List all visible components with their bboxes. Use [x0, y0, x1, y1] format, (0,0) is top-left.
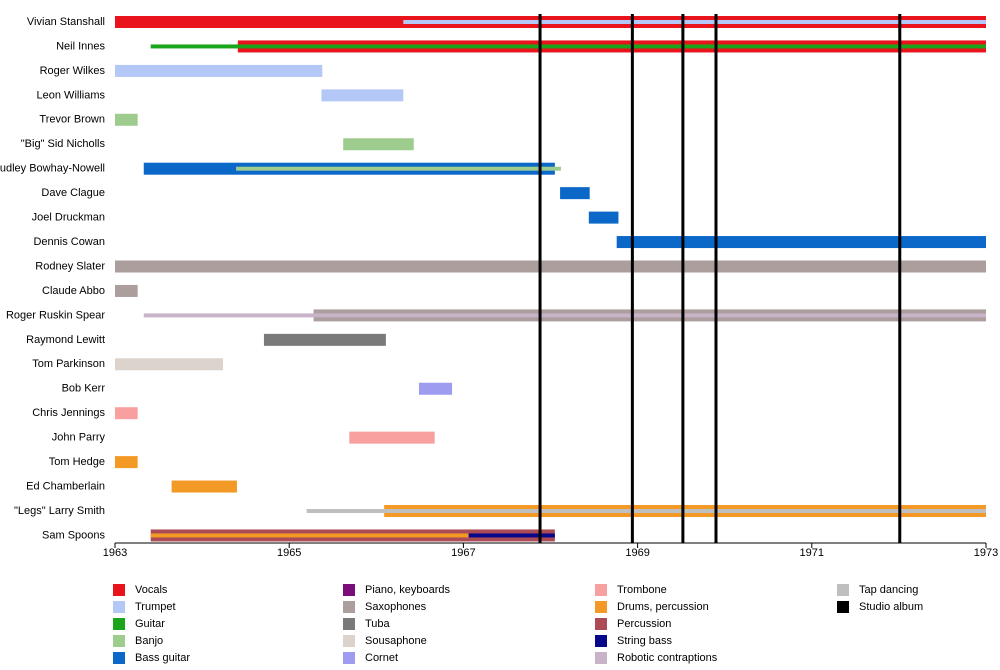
member-label: Tom Hedge: [49, 456, 105, 468]
legend-label: Percussion: [617, 618, 671, 630]
legend-swatch: [113, 601, 125, 613]
member-label: Roger Ruskin Spear: [6, 309, 105, 321]
legend-swatch: [113, 652, 125, 664]
x-tick-label: 1967: [451, 547, 475, 559]
member-label: Dennis Cowan: [33, 236, 105, 248]
legend-label: Tap dancing: [859, 584, 918, 596]
member-label: Dave Clague: [41, 187, 105, 199]
x-tick-label: 1963: [103, 547, 127, 559]
legend-label: Guitar: [135, 618, 165, 630]
x-tick-label: 1969: [625, 547, 649, 559]
member-label: Trevor Brown: [39, 114, 105, 126]
legend-label: Saxophones: [365, 601, 427, 613]
legend-label: Cornet: [365, 652, 398, 664]
legend-swatch: [595, 584, 607, 596]
legend-label: Sousaphone: [365, 635, 427, 647]
role-bar: [468, 533, 555, 538]
legend-swatch: [837, 584, 849, 596]
role-bar: [143, 313, 987, 318]
role-bar: [115, 113, 138, 126]
x-tick-label: 1965: [277, 547, 301, 559]
legend-swatch: [113, 584, 125, 596]
legend-swatch: [343, 652, 355, 664]
member-label: Roger Wilkes: [40, 65, 106, 77]
legend-label: Tuba: [365, 618, 391, 630]
legend-swatch: [595, 601, 607, 613]
member-label: Leon Williams: [37, 89, 106, 101]
legend-swatch: [343, 601, 355, 613]
legend-label: Drums, percussion: [617, 601, 709, 613]
member-label: Chris Jennings: [32, 407, 105, 419]
role-bar: [150, 533, 469, 538]
role-bar: [115, 284, 138, 297]
role-bar: [403, 20, 986, 24]
member-label: Neil Innes: [56, 40, 105, 52]
role-bar: [321, 89, 404, 102]
legend-label: Studio album: [859, 601, 923, 613]
member-label: Sam Spoons: [42, 529, 105, 541]
member-label: Vivian Stanshall: [27, 16, 105, 28]
member-label: John Parry: [52, 432, 106, 444]
legend-label: Vocals: [135, 584, 168, 596]
x-tick-label: 1971: [800, 547, 824, 559]
legend-label: String bass: [617, 635, 673, 647]
member-label: Claude Abbo: [42, 285, 105, 297]
role-bar: [115, 260, 986, 273]
x-tick-label: 1973: [974, 547, 998, 559]
legend-swatch: [343, 635, 355, 647]
role-bar: [588, 211, 619, 224]
role-bar: [150, 44, 986, 49]
role-bar: [306, 509, 986, 513]
role-bar: [115, 456, 138, 469]
role-bar: [560, 187, 590, 200]
legend-swatch: [595, 652, 607, 664]
role-bar: [115, 407, 138, 420]
legend-swatch: [343, 618, 355, 630]
role-bar: [263, 333, 386, 346]
role-bar: [236, 166, 561, 171]
legend-swatch: [113, 618, 125, 630]
member-label: Rodney Slater: [35, 260, 105, 272]
legend-label: Robotic contraptions: [617, 652, 718, 664]
member-label: Dudley Bowhay-Nowell: [0, 163, 105, 175]
legend-label: Trombone: [617, 584, 667, 596]
role-bar: [115, 358, 224, 371]
legend-label: Trumpet: [135, 601, 176, 613]
legend-swatch: [837, 601, 849, 613]
member-label: "Big" Sid Nicholls: [21, 138, 106, 150]
legend-swatch: [595, 618, 607, 630]
member-label: Joel Druckman: [32, 212, 105, 224]
legend-swatch: [595, 635, 607, 647]
legend-label: Piano, keyboards: [365, 584, 450, 596]
member-label: Bob Kerr: [62, 383, 106, 395]
role-bar: [115, 64, 323, 77]
role-bar: [616, 236, 986, 249]
role-bar: [349, 431, 435, 444]
member-label: "Legs" Larry Smith: [14, 505, 105, 517]
legend-label: Bass guitar: [135, 652, 190, 664]
role-bar: [171, 480, 237, 493]
legend-swatch: [113, 635, 125, 647]
member-label: Raymond Lewitt: [26, 334, 105, 346]
member-label: Ed Chamberlain: [26, 480, 105, 492]
member-label: Tom Parkinson: [32, 358, 105, 370]
legend-label: Banjo: [135, 635, 163, 647]
role-bar: [418, 382, 453, 395]
role-bar: [343, 138, 414, 151]
legend-swatch: [343, 584, 355, 596]
